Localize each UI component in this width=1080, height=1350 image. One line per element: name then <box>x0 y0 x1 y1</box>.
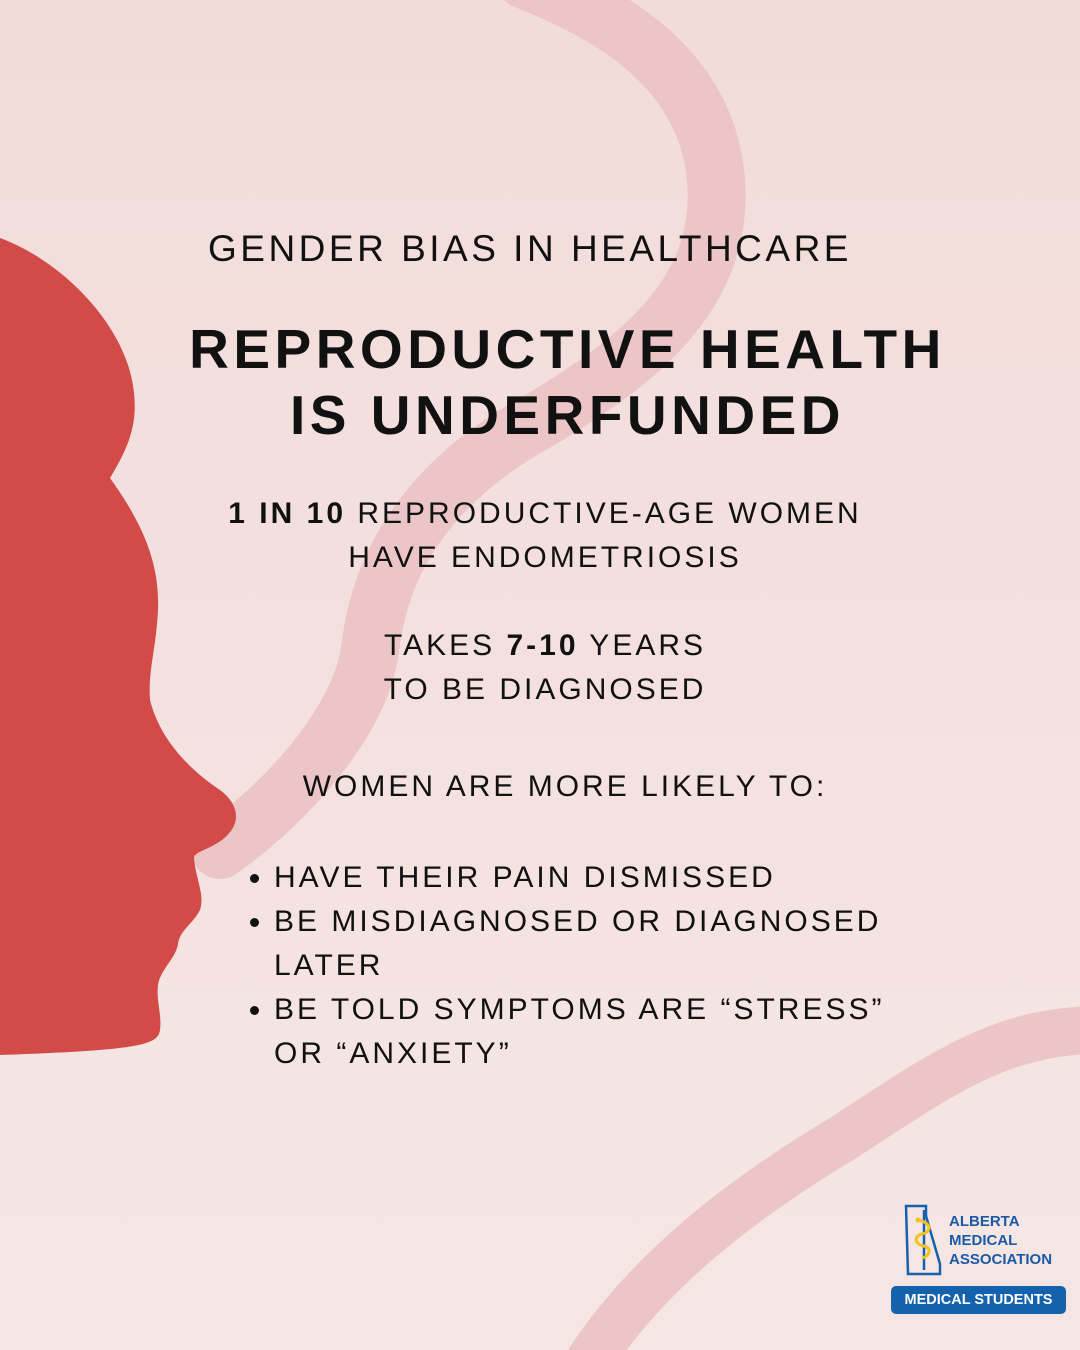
stat-diagnosis-line-1: TAKES 7-10 YEARS <box>355 624 735 668</box>
stat-endometriosis-highlight: 1 IN 10 <box>228 497 347 530</box>
decorative-ribbon-lower <box>568 1006 1080 1350</box>
headline-line-2: IS UNDERFUNDED <box>290 384 845 446</box>
ama-logo: ALBERTA MEDICAL ASSOCIATION MEDICAL STUD… <box>890 1204 1070 1324</box>
stat-diagnosis-time: TAKES 7-10 YEARS TO BE DIAGNOSED <box>355 624 735 712</box>
stat-endometriosis-line-1: 1 IN 10 REPRODUCTIVE-AGE WOMEN <box>175 492 915 536</box>
bullet-item: BE MISDIAGNOSED OR DIAGNOSED LATER <box>248 900 928 988</box>
logo-line-2: MEDICAL <box>949 1232 1018 1249</box>
logo-line-3: ASSOCIATION <box>949 1251 1053 1268</box>
stat-diagnosis-suffix: YEARS <box>578 629 707 662</box>
head-silhouette <box>0 238 237 1055</box>
stat-endometriosis-text-a: REPRODUCTIVE-AGE WOMEN <box>346 497 862 530</box>
bullet-item: BE TOLD SYMPTOMS ARE “STRESS” OR “ANXIET… <box>248 988 928 1076</box>
stat-diagnosis-highlight: 7-10 <box>506 629 579 662</box>
alberta-province-icon <box>904 1204 942 1276</box>
stat-endometriosis: 1 IN 10 REPRODUCTIVE-AGE WOMEN HAVE ENDO… <box>175 492 915 580</box>
stat-diagnosis-line-2: TO BE DIAGNOSED <box>383 673 707 706</box>
bullet-item: HAVE THEIR PAIN DISMISSED <box>248 856 928 900</box>
headline: REPRODUCTIVE HEALTH IS UNDERFUNDED <box>140 316 995 448</box>
decorative-ribbon-upper <box>191 0 746 879</box>
bullet-list: HAVE THEIR PAIN DISMISSED BE MISDIAGNOSE… <box>248 856 928 1076</box>
medical-students-badge: MEDICAL STUDENTS <box>891 1286 1066 1314</box>
subtitle: GENDER BIAS IN HEALTHCARE <box>208 228 852 269</box>
ama-logo-wordmark: ALBERTA MEDICAL ASSOCIATION <box>949 1212 1052 1269</box>
stat-diagnosis-prefix: TAKES <box>383 629 507 662</box>
likely-intro: WOMEN ARE MORE LIKELY TO: <box>302 770 828 803</box>
headline-line-1: REPRODUCTIVE HEALTH <box>189 318 946 380</box>
logo-line-1: ALBERTA <box>949 1213 1020 1230</box>
stat-endometriosis-line-2: HAVE ENDOMETRIOSIS <box>348 541 742 574</box>
